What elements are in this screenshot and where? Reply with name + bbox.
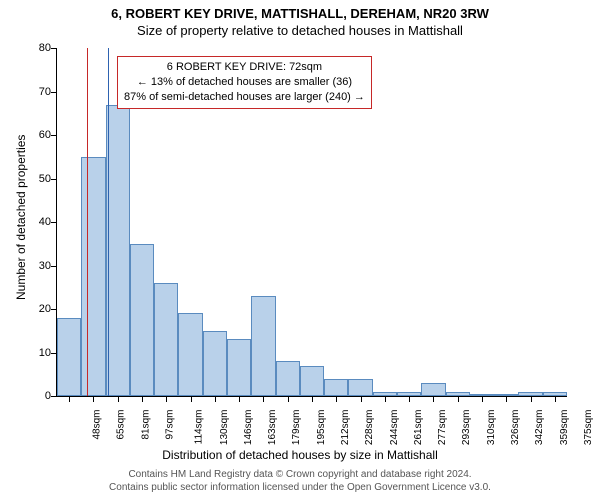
y-tick (51, 309, 56, 310)
y-tick-label: 40 (23, 216, 51, 228)
y-tick (51, 179, 56, 180)
histogram-bar (470, 394, 494, 396)
x-tick-label: 130sqm (219, 410, 230, 446)
y-tick-label: 10 (23, 347, 51, 359)
x-tick (166, 397, 167, 402)
histogram-bar (397, 392, 421, 396)
histogram-bar (324, 379, 348, 396)
y-tick-label: 20 (23, 303, 51, 315)
copyright-notice: Contains HM Land Registry data © Crown c… (0, 469, 600, 494)
x-tick-label: 146sqm (243, 410, 254, 446)
x-tick (69, 397, 70, 402)
y-tick (51, 135, 56, 136)
chart-plot-area: 0102030405060708048sqm65sqm81sqm97sqm114… (56, 48, 567, 397)
x-tick (409, 397, 410, 402)
x-tick-label: 65sqm (116, 410, 127, 440)
reference-line (108, 48, 109, 396)
y-tick-label: 0 (23, 390, 51, 402)
x-tick (93, 397, 94, 402)
copyright-line1: Contains HM Land Registry data © Crown c… (128, 469, 471, 480)
x-tick (361, 397, 362, 402)
x-tick (263, 397, 264, 402)
x-tick (239, 397, 240, 402)
annotation-line3: 87% of semi-detached houses are larger (… (124, 91, 365, 103)
histogram-bar (203, 331, 227, 396)
x-tick-label: 293sqm (462, 410, 473, 446)
x-tick (191, 397, 192, 402)
x-tick (482, 397, 483, 402)
histogram-bar (178, 313, 202, 396)
x-tick-label: 244sqm (389, 410, 400, 446)
x-tick-label: 163sqm (267, 410, 278, 446)
x-tick (142, 397, 143, 402)
x-tick (555, 397, 556, 402)
x-tick (458, 397, 459, 402)
histogram-bar (446, 392, 470, 396)
x-tick-label: 97sqm (165, 410, 176, 440)
x-tick (385, 397, 386, 402)
x-tick (506, 397, 507, 402)
histogram-bar (421, 383, 445, 396)
histogram-bar (106, 105, 130, 396)
x-tick-label: 212sqm (340, 410, 351, 446)
x-tick-label: 277sqm (437, 410, 448, 446)
x-tick-label: 342sqm (534, 410, 545, 446)
y-tick (51, 222, 56, 223)
histogram-bar (276, 361, 300, 396)
y-tick (51, 266, 56, 267)
x-tick (312, 397, 313, 402)
histogram-bar (251, 296, 275, 396)
x-tick (336, 397, 337, 402)
y-tick (51, 48, 56, 49)
histogram-bar (518, 392, 542, 396)
histogram-bar (227, 339, 251, 396)
x-tick-label: 195sqm (316, 410, 327, 446)
x-tick-label: 359sqm (559, 410, 570, 446)
y-tick-label: 70 (23, 86, 51, 98)
y-tick-label: 80 (23, 42, 51, 54)
chart-title-sub: Size of property relative to detached ho… (0, 21, 600, 38)
y-tick-label: 30 (23, 260, 51, 272)
x-tick-label: 228sqm (364, 410, 375, 446)
histogram-bar (57, 318, 81, 396)
x-tick (288, 397, 289, 402)
y-tick (51, 396, 56, 397)
annotation-line2: ← 13% of detached houses are smaller (36… (137, 76, 352, 88)
x-tick-label: 179sqm (292, 410, 303, 446)
histogram-bar (300, 366, 324, 396)
histogram-bar (494, 394, 518, 396)
x-tick-label: 375sqm (583, 410, 594, 446)
y-tick-label: 60 (23, 129, 51, 141)
x-tick-label: 81sqm (140, 410, 151, 440)
x-tick (433, 397, 434, 402)
annotation-line1: 6 ROBERT KEY DRIVE: 72sqm (167, 61, 322, 73)
x-axis-title: Distribution of detached houses by size … (0, 448, 600, 462)
histogram-bar (130, 244, 154, 396)
histogram-bar (81, 157, 105, 396)
x-tick (118, 397, 119, 402)
histogram-bar (154, 283, 178, 396)
chart-title-main: 6, ROBERT KEY DRIVE, MATTISHALL, DEREHAM… (0, 0, 600, 21)
histogram-bar (543, 392, 567, 396)
x-tick (531, 397, 532, 402)
y-tick (51, 353, 56, 354)
y-tick (51, 92, 56, 93)
x-tick (215, 397, 216, 402)
x-tick-label: 310sqm (486, 410, 497, 446)
annotation-box: 6 ROBERT KEY DRIVE: 72sqm ← 13% of detach… (117, 56, 372, 109)
copyright-line2: Contains public sector information licen… (109, 482, 491, 493)
reference-line (87, 48, 88, 396)
x-tick-label: 48sqm (92, 410, 103, 440)
x-tick-label: 326sqm (510, 410, 521, 446)
histogram-bar (373, 392, 397, 396)
x-tick-label: 261sqm (413, 410, 424, 446)
y-tick-label: 50 (23, 173, 51, 185)
histogram-bar (348, 379, 372, 396)
x-tick-label: 114sqm (194, 410, 205, 445)
